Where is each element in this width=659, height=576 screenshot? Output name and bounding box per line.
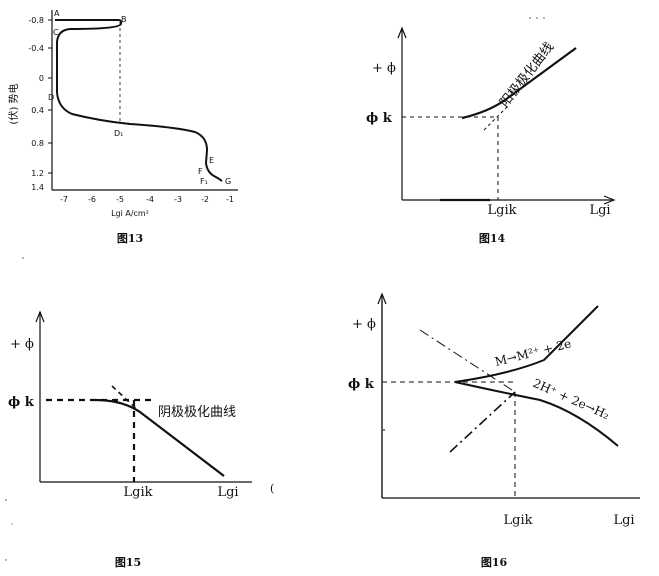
fig16-anodic-tafel-extrapolation <box>449 391 516 453</box>
fig14-anodic-diagram: + ϕ ϕ k 阳极极化曲线 Lgik Lgi 图14 <box>366 26 616 245</box>
fig13-point-g: G <box>225 177 231 186</box>
fig13-point-a: A <box>54 9 60 18</box>
fig14-x-label: Lgi <box>589 203 610 218</box>
fig16-caption: 图16 <box>481 556 508 569</box>
fig13-ytick-2: -0.4 <box>28 44 44 53</box>
fig16-y-arrow <box>377 292 387 305</box>
fig13-polarization-chart: -0.8 -0.4 0 0.4 0.8 1.2 1.4 (伏) 势电 -7 -6… <box>7 9 238 245</box>
fig15-phi-k: ϕ k <box>8 395 35 410</box>
fig15-cathodic-curve <box>95 398 225 477</box>
fig13-curve-tail <box>205 162 223 182</box>
fig15-y-label: + ϕ <box>10 337 34 352</box>
fig13-point-b: B <box>121 15 127 24</box>
fig16-mixed-potential-diagram: + ϕ ϕ k M→M²⁺ + 2e 2H⁺ + 2e→H₂ Lgik Lgi … <box>348 292 640 569</box>
fig15-curve-label: 阴极极化曲线 <box>158 405 236 420</box>
fig15-x-label: Lgi <box>217 485 238 500</box>
fig15-lgik-label: Lgik <box>124 485 153 500</box>
fig15-caption: 图15 <box>115 556 141 569</box>
fig13-point-d: D <box>48 93 54 102</box>
fig13-polarization-curve <box>55 19 209 164</box>
fig14-anodic-curve <box>461 47 577 120</box>
fig16-cathodic-tafel-extrapolation <box>419 329 516 393</box>
fig13-point-e: E <box>209 156 214 165</box>
fig14-phi-k: ϕ k <box>366 111 393 126</box>
fig14-lgik-label: Lgik <box>488 203 517 218</box>
fig14-y-label: + ϕ <box>372 61 396 76</box>
fig15-stray-mark: ( <box>270 482 274 495</box>
fig13-ytick-1: -0.8 <box>28 16 44 25</box>
fig13-ytick-5: 0.8 <box>31 139 44 148</box>
fig16-phi-k: ϕ k <box>348 377 375 392</box>
fig13-point-f: F <box>198 167 203 176</box>
fig13-ytick-4: 0.4 <box>31 106 44 115</box>
fig16-anodic-curve <box>454 305 599 383</box>
fig13-ytick-6: 1.2 <box>31 169 44 178</box>
fig13-caption: 图13 <box>117 232 143 245</box>
fig13-xtick-1: -7 <box>60 195 68 204</box>
fig13-y-label: (伏) 势电 <box>7 84 20 125</box>
fig15-cathodic-diagram: + ϕ ϕ k 阴极极化曲线 Lgik Lgi ( 图15 <box>8 310 274 569</box>
fig16-lgik-label: Lgik <box>504 513 533 528</box>
fig13-x-label: Lgi A/cm² <box>111 209 149 218</box>
fig16-y-label: + ϕ <box>352 317 376 332</box>
fig13-xtick-2: -6 <box>88 195 96 204</box>
fig16-cathodic-curve <box>454 381 619 447</box>
fig16-x-label: Lgi <box>613 513 634 528</box>
fig13-xtick-3: -5 <box>116 195 124 204</box>
fig13-ytick-3: 0 <box>39 74 44 83</box>
fig16-cathodic-label: 2H⁺ + 2e→H₂ <box>531 376 612 422</box>
fig14-x-arrow <box>603 195 616 205</box>
fig13-xtick-5: -3 <box>174 195 182 204</box>
fig13-point-f1: F₁ <box>200 177 208 186</box>
fig13-xtick-6: -2 <box>201 195 209 204</box>
fig13-point-d1: D₁ <box>114 129 123 138</box>
fig14-caption: 图14 <box>479 232 506 245</box>
scan-specks <box>5 17 545 561</box>
fig15-y-arrow <box>35 310 45 323</box>
fig13-xtick-4: -4 <box>146 195 154 204</box>
fig13-ytick-7: 1.4 <box>31 183 44 192</box>
fig14-curve-label: 阳极极化曲线 <box>497 40 557 111</box>
fig14-y-arrow <box>397 26 407 39</box>
fig15-tafel-extrapolation <box>111 385 143 415</box>
fig13-xtick-7: -1 <box>226 195 234 204</box>
fig13-point-c: C <box>53 28 59 37</box>
